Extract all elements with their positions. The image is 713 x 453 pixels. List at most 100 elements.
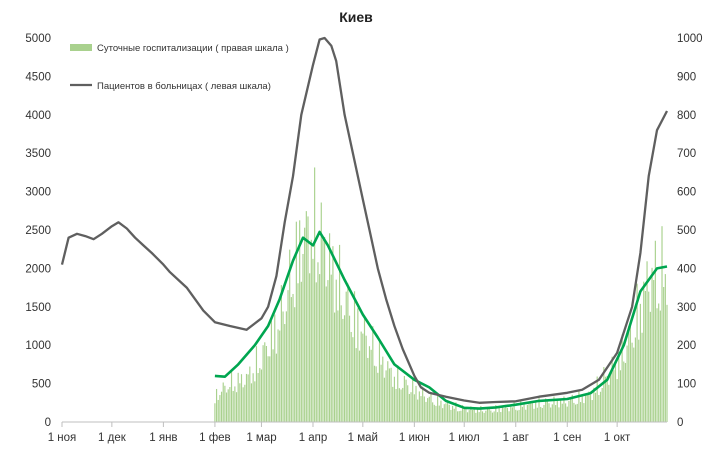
hospitalization-bar — [466, 412, 469, 422]
hospitalization-bar — [320, 202, 322, 422]
hospitalization-bar — [312, 258, 314, 422]
x-axis-tick-label: 1 фев — [199, 432, 231, 444]
hospitalization-bar — [596, 376, 598, 422]
x-axis-tick-label: 1 апр — [299, 432, 328, 444]
hospitalization-bar — [385, 370, 387, 422]
right-axis-tick-label: 400 — [677, 263, 696, 275]
hospitalization-bar — [260, 369, 263, 422]
hospitalization-bar — [222, 382, 224, 422]
hospitalization-bar — [235, 392, 238, 422]
hospitalization-bar — [510, 406, 512, 422]
hospitalization-bar — [481, 411, 484, 422]
hospitalization-bar — [633, 347, 635, 422]
hospitalization-bar — [525, 409, 527, 422]
hospitalization-bar — [307, 216, 309, 422]
hospitalization-bar — [378, 342, 381, 422]
hospitalization-bar — [624, 362, 627, 422]
right-axis-tick-label: 0 — [677, 417, 683, 429]
left-axis-tick-label: 3000 — [25, 187, 51, 199]
hospitalization-bar — [252, 373, 254, 422]
hospitalization-bar — [264, 342, 266, 422]
hospitalization-bar — [443, 404, 445, 422]
hospitalization-bar — [388, 368, 391, 422]
hospitalization-bar — [229, 387, 231, 422]
hospitalization-bar — [508, 411, 510, 422]
hospitalization-bar — [405, 379, 407, 422]
hospitalization-bar — [513, 402, 515, 422]
hospitalization-bar — [392, 386, 394, 422]
x-axis-tick-label: 1 мар — [246, 432, 276, 444]
hospitalization-bar — [334, 312, 336, 422]
hospitalization-bar — [272, 349, 274, 422]
hospitalization-bar — [432, 402, 434, 422]
hospitalization-bar — [329, 233, 331, 422]
hospitalization-bar — [285, 311, 287, 422]
hospitalization-bar — [656, 308, 658, 422]
hospitalization-bar — [576, 403, 578, 422]
hospitalization-bar — [297, 283, 299, 422]
hospitalization-bar — [621, 334, 623, 422]
hospitalization-bar — [521, 406, 523, 422]
hospitalization-bar — [598, 395, 600, 422]
hospitalization-bar — [257, 373, 259, 422]
hospitalization-bar — [599, 391, 602, 422]
hospitalization-bar — [551, 404, 553, 422]
hospitalization-bar — [440, 400, 442, 422]
hospitalization-bar — [616, 379, 618, 422]
left-axis-tick-label: 2500 — [25, 225, 51, 237]
hospitalization-bar — [470, 406, 472, 422]
hospitalization-bar — [214, 403, 216, 422]
hospitalization-bar — [463, 408, 465, 422]
hospitalization-bar — [242, 387, 244, 422]
hospitalization-bar — [495, 405, 497, 422]
hospitalization-bar — [325, 286, 327, 422]
hospitalization-bar — [609, 372, 612, 422]
hospitalization-bar — [284, 324, 286, 422]
lines — [60, 36, 669, 410]
x-axis-tick-label: 1 окт — [604, 432, 631, 444]
hospitalization-bar — [220, 391, 223, 422]
hospitalization-bar — [475, 412, 477, 422]
hospitalization-bar — [367, 357, 369, 422]
left-axis-tick-label: 500 — [32, 379, 51, 391]
hospitalization-bar — [570, 398, 572, 422]
hospitalization-bar — [520, 400, 522, 422]
hospitalization-bar — [531, 403, 533, 422]
hospitalization-bar — [566, 406, 568, 422]
hospitalization-bar — [380, 364, 382, 422]
hospitalization-bar — [526, 404, 528, 422]
hospitalization-bar — [430, 392, 432, 422]
hospitalization-bar — [304, 227, 306, 422]
hospitalization-bar — [395, 388, 397, 422]
hospitalization-bar — [505, 404, 507, 422]
hospitalization-bar — [397, 365, 399, 422]
legend: Суточные госпитализации ( правая шкала )… — [70, 43, 289, 92]
hospitalization-bar — [370, 349, 372, 422]
hospitalization-bar — [485, 410, 487, 422]
left-axis-tick-label: 5000 — [25, 33, 51, 45]
hospitalization-bar — [659, 310, 661, 422]
hospitalization-bar — [457, 411, 459, 422]
hospitalization-bar — [368, 346, 371, 422]
hospitalization-bar — [237, 372, 239, 422]
hospitalization-bar — [506, 407, 509, 422]
hospitalization-bar — [343, 315, 346, 422]
hospitalization-bar — [254, 381, 256, 422]
hospitalization-bar — [348, 315, 351, 422]
hospitalization-bar — [618, 351, 620, 422]
legend-label: Суточные госпитализации ( правая шкала ) — [97, 43, 289, 54]
hospitalization-bar — [555, 405, 557, 422]
hospitalization-bar — [608, 384, 610, 422]
x-axis-tick-label: 1 сен — [553, 432, 581, 444]
hospitalization-bar — [232, 390, 234, 422]
hospitalization-bar — [363, 316, 366, 422]
hospitalization-bar — [274, 314, 276, 422]
hospitalization-bar — [447, 402, 449, 422]
hospitalization-bar — [265, 346, 268, 422]
hospitalization-bar — [548, 403, 550, 422]
hospitalization-bar — [282, 311, 284, 422]
hospitalization-bar — [546, 400, 548, 422]
left-axis-tick-label: 3500 — [25, 148, 51, 160]
right-axis-tick-label: 700 — [677, 148, 696, 160]
hospitalization-bar — [646, 261, 648, 422]
